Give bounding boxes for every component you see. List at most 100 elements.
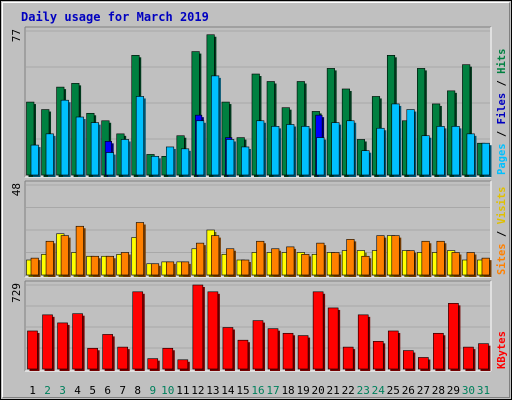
bar-sites-day-7 bbox=[120, 252, 131, 277]
bar-sites-day-5 bbox=[90, 255, 101, 277]
bar-sites-day-17 bbox=[271, 248, 282, 277]
bar-files-day-18 bbox=[286, 124, 297, 177]
bar-sites-day-24 bbox=[376, 235, 387, 277]
day-label: 14 bbox=[221, 384, 235, 397]
bar-sites-day-3 bbox=[60, 235, 71, 277]
legend-separator: / bbox=[496, 224, 508, 243]
bar-sites-day-6 bbox=[105, 255, 116, 277]
bar-sites-day-9 bbox=[150, 263, 161, 277]
bar-kbytes-day-19 bbox=[297, 335, 311, 371]
bar-files-day-30 bbox=[466, 133, 477, 177]
panel-legend: Pages / Files / Hits bbox=[496, 49, 508, 175]
bar-sites-day-2 bbox=[45, 240, 56, 277]
bar-kbytes-day-29 bbox=[448, 303, 461, 371]
bar-files-day-9 bbox=[150, 155, 161, 177]
bar-kbytes-day-16 bbox=[252, 320, 265, 371]
day-label: 1 bbox=[29, 384, 36, 397]
bar-sites-day-18 bbox=[286, 246, 297, 277]
bar-kbytes-day-21 bbox=[327, 307, 341, 371]
day-label: 18 bbox=[281, 384, 294, 397]
chart-title: Daily usage for March 2019 bbox=[21, 10, 209, 24]
bar-kbytes-day-18 bbox=[282, 332, 296, 371]
bar-files-day-8 bbox=[135, 96, 146, 177]
bar-files-day-7 bbox=[120, 139, 131, 177]
day-label: 26 bbox=[402, 384, 415, 397]
bar-sites-day-31 bbox=[481, 257, 492, 277]
bar-kbytes-day-13 bbox=[207, 291, 220, 371]
legend-entry: Pages bbox=[496, 143, 508, 175]
bar-sites-day-13 bbox=[211, 235, 221, 277]
bar-sites-day-25 bbox=[391, 235, 402, 277]
panel-bottom: 729 KBytes bbox=[10, 280, 508, 372]
bar-sites-day-4 bbox=[75, 225, 86, 277]
bar-files-day-2 bbox=[45, 133, 56, 177]
day-label: 12 bbox=[191, 384, 204, 397]
day-label: 2 bbox=[44, 384, 51, 397]
bar-sites-day-11 bbox=[181, 261, 191, 277]
bar-sites-day-8 bbox=[135, 222, 146, 277]
day-label: 28 bbox=[432, 384, 445, 397]
bar-kbytes-day-11 bbox=[177, 359, 190, 371]
bar-kbytes-day-20 bbox=[312, 291, 326, 371]
bar-hits-day-27 bbox=[417, 68, 427, 177]
bar-kbytes-day-14 bbox=[222, 327, 235, 371]
bar-sites-day-29 bbox=[451, 252, 462, 277]
day-label: 23 bbox=[357, 384, 370, 397]
bar-kbytes-day-25 bbox=[387, 330, 401, 371]
bar-files-day-5 bbox=[90, 122, 101, 177]
day-label: 21 bbox=[327, 384, 340, 397]
bar-files-day-25 bbox=[391, 103, 402, 177]
bar-sites-day-15 bbox=[241, 259, 251, 277]
bar-files-day-14 bbox=[226, 139, 236, 177]
day-label: 11 bbox=[176, 384, 189, 397]
legend-separator: / bbox=[496, 74, 508, 93]
bar-kbytes-day-7 bbox=[117, 346, 130, 371]
bar-sites-day-21 bbox=[331, 252, 342, 277]
bar-kbytes-day-22 bbox=[342, 346, 356, 371]
bar-kbytes-day-31 bbox=[478, 343, 491, 371]
day-label: 13 bbox=[206, 384, 219, 397]
panel-max-label: 729 bbox=[10, 283, 23, 303]
day-label: 8 bbox=[134, 384, 141, 397]
legend-entry: Files bbox=[496, 93, 508, 125]
bar-sites-day-26 bbox=[406, 250, 417, 277]
panels-layer: 77 Pages / Files / Hits 48 Sites / Visits 72… bbox=[10, 26, 508, 372]
panel-legend: Sites / Visits bbox=[496, 186, 508, 275]
bar-files-day-4 bbox=[75, 116, 86, 177]
day-label: 16 bbox=[251, 384, 264, 397]
bar-files-day-27 bbox=[421, 135, 432, 177]
chart-frame-bevel bbox=[2, 2, 510, 398]
bar-files-day-12 bbox=[196, 120, 206, 177]
bar-files-day-6 bbox=[105, 152, 116, 177]
bar-files-day-29 bbox=[451, 126, 462, 177]
bar-files-day-23 bbox=[361, 150, 372, 177]
day-label: 22 bbox=[342, 384, 355, 397]
bar-kbytes-day-12 bbox=[192, 284, 205, 371]
day-label: 27 bbox=[417, 384, 430, 397]
bar-sites-day-19 bbox=[301, 254, 312, 277]
bar-sites-day-1 bbox=[30, 257, 41, 277]
legend-entry: Visits bbox=[496, 186, 508, 224]
day-label: 20 bbox=[312, 384, 325, 397]
bar-files-day-17 bbox=[271, 126, 282, 177]
bar-files-day-20 bbox=[316, 137, 327, 177]
bar-kbytes-day-28 bbox=[433, 332, 446, 371]
bar-kbytes-day-27 bbox=[418, 357, 431, 371]
bar-files-day-19 bbox=[301, 126, 312, 177]
panel-top: 77 Pages / Files / Hits bbox=[10, 26, 508, 178]
day-label: 19 bbox=[296, 384, 309, 397]
day-label: 4 bbox=[74, 384, 81, 397]
bar-files-day-11 bbox=[181, 148, 191, 177]
bar-kbytes-day-26 bbox=[403, 350, 416, 371]
panel-legend: KBytes bbox=[496, 331, 508, 369]
bar-sites-day-30 bbox=[466, 252, 477, 277]
legend-entry: Sites bbox=[496, 243, 508, 275]
legend-separator: / bbox=[496, 124, 508, 143]
legend-entry: Hits bbox=[496, 49, 508, 74]
day-label: 30 bbox=[462, 384, 475, 397]
bar-kbytes-day-4 bbox=[72, 313, 85, 371]
bar-sites-day-10 bbox=[165, 261, 176, 277]
bar-files-day-28 bbox=[436, 126, 447, 177]
